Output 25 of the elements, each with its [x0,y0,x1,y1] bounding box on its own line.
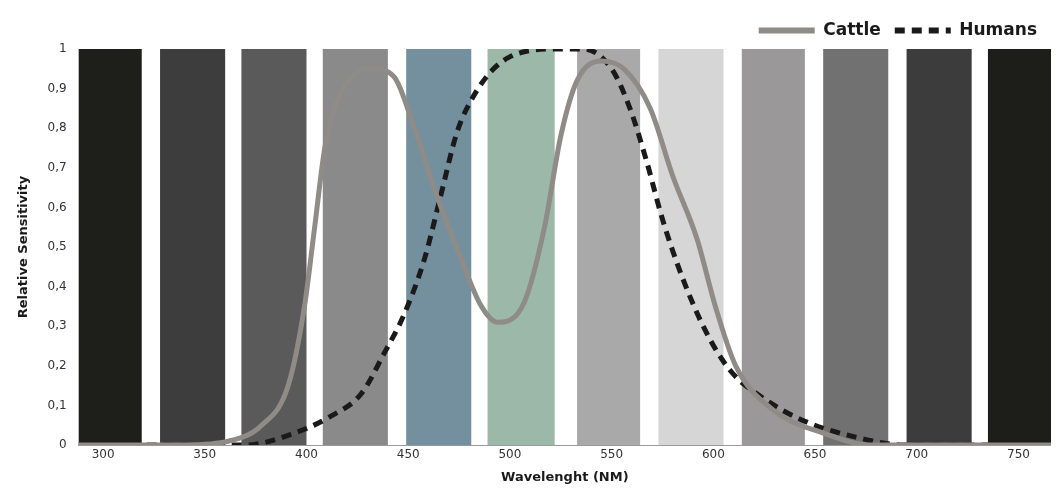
x-axis-title: Wavelenght (NM) [501,468,629,484]
y-tick-label: 0,3 [47,318,67,333]
y-tick-label: 0,8 [47,120,67,135]
y-tick-label: 1 [59,41,67,56]
y-tick-label: 0,9 [47,80,67,95]
x-tick-label: 550 [600,447,624,462]
x-tick-label: 600 [701,447,725,462]
y-tick-label: 0,1 [47,397,67,412]
x-tick-label: 400 [295,447,318,462]
y-tick-label: 0,4 [47,278,67,293]
x-tick-label: 350 [193,447,217,462]
x-tick-label: 650 [803,447,827,462]
y-tick-label: 0,5 [47,239,67,254]
y-tick-label: 0,7 [47,159,67,174]
x-tick-label: 750 [1007,447,1030,462]
legend-label: Humans [959,18,1038,39]
legend-label: Cattle [823,18,881,39]
y-axis-title: Relative Sensitivity [15,175,31,319]
y-tick-label: 0 [59,437,67,452]
x-tick-label: 450 [396,447,420,462]
y-tick-label: 0,2 [47,357,67,372]
y-tick-label: 0,6 [47,199,67,214]
x-tick-label: 500 [498,447,522,462]
x-tick-label: 300 [91,447,115,462]
x-tick-label: 700 [905,447,929,462]
